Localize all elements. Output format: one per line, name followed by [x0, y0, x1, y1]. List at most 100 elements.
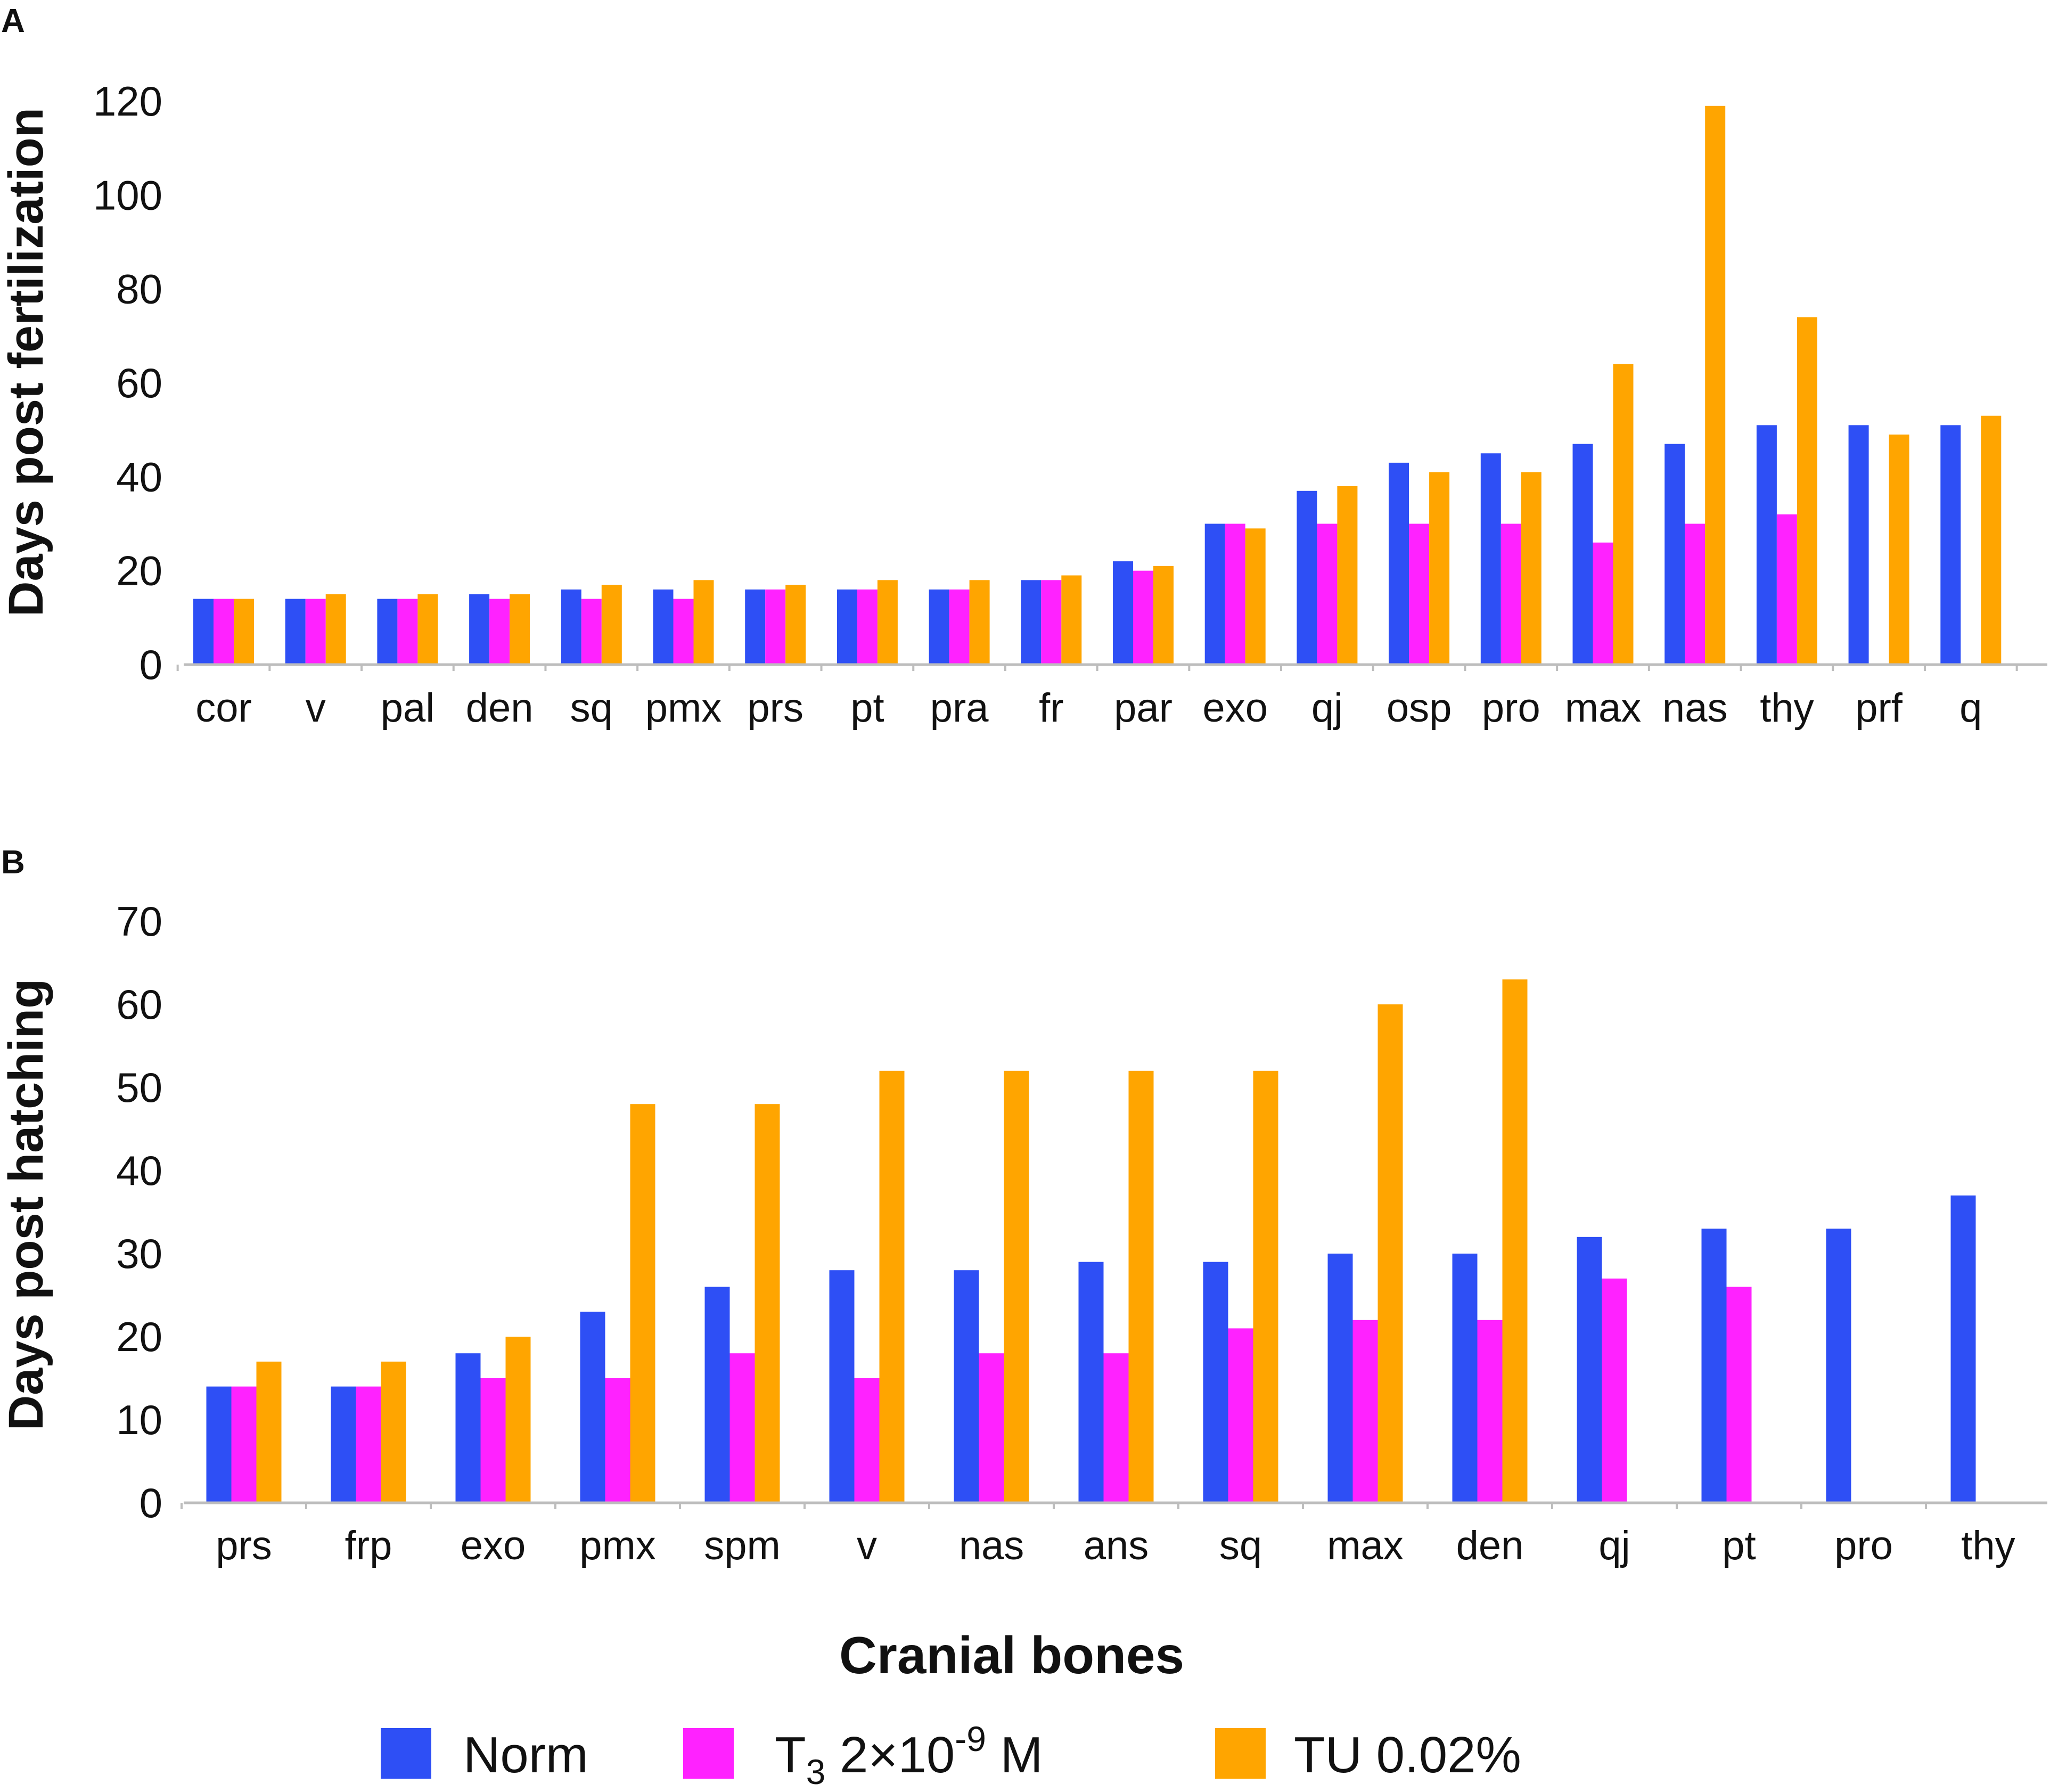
b-bar-ans-t3 — [1103, 1353, 1129, 1503]
a-y-tick-0: 0 — [140, 641, 162, 688]
a-bar-max-tu — [1613, 364, 1634, 665]
a-bar-qj-norm — [1297, 490, 1317, 665]
a-bar-qj-t3 — [1317, 523, 1338, 665]
a-x-tick-v: v — [306, 685, 326, 731]
b-bar-den-t3 — [1477, 1320, 1503, 1503]
a-bar-pra-tu — [969, 580, 990, 665]
a-bar-v-norm — [285, 599, 306, 665]
panel-b-x-axis: prs frp exo pmx spm v nas ans sq max den qj pt pro thy — [181, 1501, 2047, 1568]
a-x-tick-pmx: pmx — [645, 685, 722, 731]
a-x-tick-cor: cor — [195, 685, 252, 731]
b-bar-sq-tu — [1253, 1070, 1278, 1503]
b-bar-thy-norm — [1950, 1195, 1976, 1503]
a-bar-pal-norm — [377, 599, 398, 665]
a-x-tick-nas: nas — [1662, 685, 1728, 731]
a-bar-sq-tu — [601, 585, 622, 665]
panel-a-y-axis: 0 20 40 60 80 100 120 — [93, 78, 162, 688]
panel-a-x-axis: cor v pal den sq pmx prs pt pra fr par exo qj osp pro m… — [176, 663, 2047, 731]
a-x-tick-qj: qj — [1311, 685, 1343, 731]
a-bar-osp-tu — [1429, 472, 1450, 665]
b-bar-v-t3 — [854, 1378, 880, 1503]
a-y-tick-80: 80 — [116, 266, 162, 313]
b-x-tick-den: den — [1456, 1523, 1524, 1568]
a-bar-pra-t3 — [949, 589, 970, 665]
legend-item-t3: T3 2×10-9 M — [683, 1719, 1043, 1791]
b-bar-exo-tu — [505, 1337, 531, 1503]
b-x-tick-pmx: pmx — [579, 1523, 656, 1568]
b-bar-frp-tu — [381, 1361, 406, 1503]
b-bar-pt-t3 — [1726, 1287, 1752, 1503]
b-y-tick-0: 0 — [140, 1479, 162, 1526]
a-bar-cor-norm — [193, 599, 214, 665]
a-bar-exo-norm — [1204, 523, 1225, 665]
panel-a-ylabel: Days post fertilization — [0, 108, 53, 617]
b-bar-den-norm — [1452, 1254, 1478, 1503]
a-x-tick-pra: pra — [930, 685, 989, 731]
legend-swatch-norm — [381, 1728, 431, 1779]
a-bar-pal-tu — [417, 594, 438, 665]
b-bar-prs-tu — [256, 1361, 282, 1503]
a-y-tick-40: 40 — [116, 453, 162, 500]
legend-label-tu: TU 0.02% — [1294, 1726, 1521, 1783]
a-bar-thy-t3 — [1776, 514, 1797, 665]
b-bar-prs-norm — [206, 1386, 232, 1503]
a-y-tick-60: 60 — [116, 359, 162, 406]
a-bar-pal-t3 — [397, 599, 418, 665]
b-y-tick-50: 50 — [116, 1064, 162, 1111]
a-x-tick-fr: fr — [1039, 685, 1063, 731]
a-bar-fr-tu — [1061, 575, 1082, 665]
a-bar-pt-tu — [877, 580, 898, 665]
a-bar-nas-norm — [1664, 444, 1685, 665]
a-bar-prf-tu — [1889, 434, 1909, 665]
b-bar-nas-tu — [1004, 1070, 1029, 1503]
legend-label-t3: T3 2×10-9 M — [775, 1719, 1043, 1791]
a-bar-pra-norm — [929, 589, 949, 665]
b-bar-frp-norm — [331, 1386, 356, 1503]
panel-b-letter: B — [1, 844, 25, 881]
a-x-tick-par: par — [1114, 685, 1172, 731]
a-x-tick-pal: pal — [381, 685, 434, 731]
a-bar-prs-norm — [745, 589, 766, 665]
b-y-tick-40: 40 — [116, 1147, 162, 1194]
b-bar-ans-tu — [1128, 1070, 1154, 1503]
b-x-tick-nas: nas — [959, 1523, 1024, 1568]
x-axis-title: Cranial bones — [839, 1626, 1184, 1684]
a-x-tick-pro: pro — [1482, 685, 1540, 731]
b-bar-spm-t3 — [729, 1353, 755, 1503]
a-x-tick-prf: prf — [1855, 685, 1903, 731]
b-bar-sq-t3 — [1228, 1328, 1253, 1503]
b-bar-pmx-norm — [580, 1312, 605, 1503]
a-bar-pmx-t3 — [673, 599, 694, 665]
b-y-tick-20: 20 — [116, 1313, 162, 1360]
a-bar-cor-t3 — [214, 599, 234, 665]
a-bar-prs-tu — [785, 585, 806, 665]
a-bar-pt-t3 — [857, 589, 878, 665]
legend-item-norm: Norm — [381, 1726, 588, 1783]
b-y-tick-70: 70 — [116, 898, 162, 945]
b-bar-max-t3 — [1352, 1320, 1378, 1503]
a-bar-pro-t3 — [1500, 523, 1521, 665]
a-bar-sq-norm — [561, 589, 581, 665]
a-bar-pt-norm — [837, 589, 857, 665]
b-bar-den-tu — [1502, 979, 1528, 1503]
a-y-tick-100: 100 — [93, 171, 162, 218]
a-x-tick-exo: exo — [1202, 685, 1268, 731]
b-bar-exo-t3 — [480, 1378, 506, 1503]
a-bar-max-norm — [1572, 444, 1593, 665]
b-bar-frp-t3 — [356, 1386, 381, 1503]
a-bar-osp-norm — [1389, 462, 1409, 665]
a-bar-prf-norm — [1848, 425, 1869, 665]
legend-item-tu: TU 0.02% — [1215, 1726, 1521, 1783]
a-bar-par-norm — [1113, 561, 1133, 665]
a-x-tick-thy: thy — [1760, 685, 1814, 731]
a-bar-fr-norm — [1021, 580, 1042, 665]
a-bar-pmx-norm — [653, 589, 674, 665]
b-x-tick-prs: prs — [216, 1523, 272, 1568]
b-x-tick-exo: exo — [461, 1523, 526, 1568]
b-bar-spm-tu — [755, 1104, 780, 1503]
a-bar-thy-tu — [1797, 317, 1817, 665]
a-bar-max-t3 — [1593, 542, 1613, 665]
b-bar-ans-norm — [1078, 1262, 1104, 1503]
a-x-tick-sq: sq — [570, 685, 613, 731]
a-bar-exo-t3 — [1225, 523, 1245, 665]
